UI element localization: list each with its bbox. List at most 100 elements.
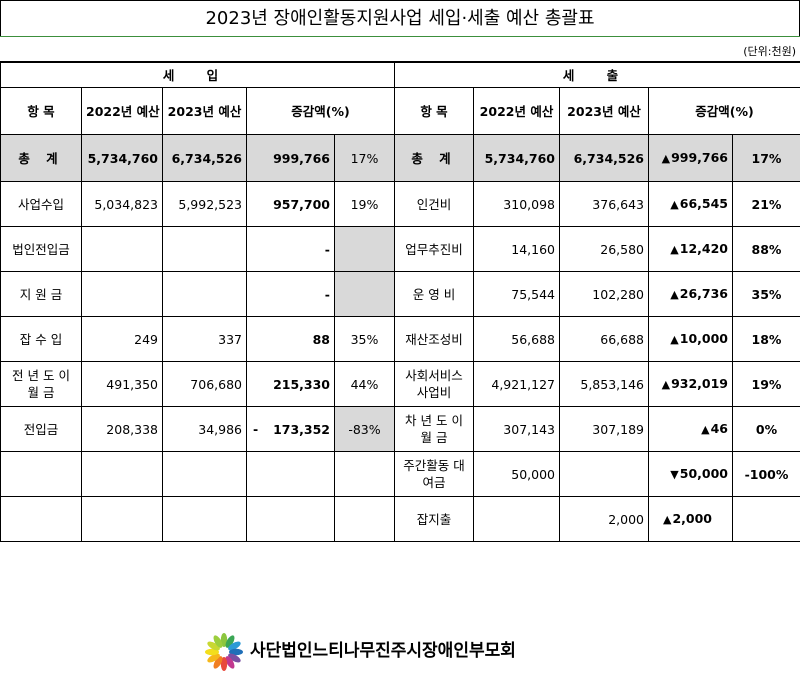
expense-row-pct: 0% (732, 406, 800, 452)
revenue-row-label: 사업수입 (0, 181, 82, 227)
expense-row-diff-value: 932,019 (671, 376, 728, 391)
expense-row-2022: 14,160 (473, 226, 560, 272)
revenue-row-pct: -83% (334, 406, 395, 452)
expense-row-pct: -100% (732, 451, 800, 497)
revenue-row-diff: 215,330 (246, 361, 335, 407)
revenue-row-2022 (81, 271, 163, 317)
down-arrow-icon: ▼ (670, 468, 679, 481)
expense-row-diff: ▲12,420 (648, 226, 733, 272)
revenue-row-label: 지 원 금 (0, 271, 82, 317)
revenue-header-2023: 2023년 예산 (162, 87, 247, 135)
pinwheel-leaf-logo-icon (205, 633, 243, 671)
expense-row-diff-value: 12,420 (679, 241, 728, 256)
expense-row-diff: ▲66,545 (648, 181, 733, 227)
revenue-row-2022: 208,338 (81, 406, 163, 452)
revenue-row-2023: 5,992,523 (162, 181, 247, 227)
expense-header-2022: 2022년 예산 (473, 87, 560, 135)
revenue-row-2022: 491,350 (81, 361, 163, 407)
up-arrow-icon: ▲ (663, 513, 672, 526)
revenue-header-2022: 2022년 예산 (81, 87, 163, 135)
revenue-row-diff (246, 451, 335, 497)
total-row: 총 계 5,734,760 6,734,526 999,766 17% 총 계 … (0, 134, 800, 182)
expense-row-2022: 50,000 (473, 451, 560, 497)
expense-row-diff-value: 46 (710, 421, 728, 436)
expense-row-label: 차 년 도 이 월 금 (394, 406, 474, 452)
expense-total-diff: ▲999,766 (648, 134, 733, 182)
revenue-row-label (0, 451, 82, 497)
expense-row-2022: 310,098 (473, 181, 560, 227)
expense-header-item: 항 목 (394, 87, 474, 135)
expense-header-2023: 2023년 예산 (559, 87, 649, 135)
revenue-row-pct (334, 451, 395, 497)
expense-row-label: 인건비 (394, 181, 474, 227)
expense-row-diff: ▲26,736 (648, 271, 733, 317)
up-arrow-icon: ▲ (670, 288, 679, 301)
revenue-row-2022 (81, 451, 163, 497)
expense-row-diff: ▼50,000 (648, 451, 733, 497)
up-arrow-icon: ▲ (670, 198, 679, 211)
expense-row-2022: 56,688 (473, 316, 560, 362)
expense-row-label: 재산조성비 (394, 316, 474, 362)
table-row: 잡지출 2,000 ▲2,000 (0, 496, 800, 542)
expense-row-diff-value: 50,000 (679, 466, 728, 481)
expense-row-2023: 5,853,146 (559, 361, 649, 407)
revenue-row-label: 전 년 도 이 월 금 (0, 361, 82, 407)
revenue-row-2023 (162, 451, 247, 497)
expense-section-title: 세 출 (394, 62, 800, 88)
revenue-row-label: 전입금 (0, 406, 82, 452)
page-title: 2023년 장애인활동지원사업 세입·세출 예산 총괄표 (0, 0, 800, 36)
expense-row-pct: 35% (732, 271, 800, 317)
expense-row-label: 주간활동 대여금 (394, 451, 474, 497)
revenue-row-diff: 957,700 (246, 181, 335, 227)
expense-total-diff-value: 999,766 (671, 150, 728, 165)
revenue-row-diff: 88 (246, 316, 335, 362)
expense-row-2023: 376,643 (559, 181, 649, 227)
revenue-row-label: 법인전입금 (0, 226, 82, 272)
expense-row-label: 운 영 비 (394, 271, 474, 317)
expense-row-2022: 307,143 (473, 406, 560, 452)
revenue-header-change: 증감액(%) (246, 87, 395, 135)
expense-total-2023: 6,734,526 (559, 134, 649, 182)
expense-row-diff-value: 10,000 (679, 331, 728, 346)
expense-total-label: 총 계 (394, 134, 474, 182)
revenue-row-2022: 5,034,823 (81, 181, 163, 227)
revenue-row-2023: 337 (162, 316, 247, 362)
revenue-total-label: 총 계 (0, 134, 82, 182)
unit-row: (단위:천원) (0, 36, 800, 62)
revenue-row-pct: 19% (334, 181, 395, 227)
revenue-total-2022: 5,734,760 (81, 134, 163, 182)
section-header-row: 세 입 세 출 (0, 62, 800, 88)
budget-summary-table: 세 입 세 출 항 목 2022년 예산 2023년 예산 증감액(%) 항 목… (0, 62, 800, 542)
expense-row-diff: ▲932,019 (648, 361, 733, 407)
revenue-row-pct (334, 496, 395, 542)
table-row: 지 원 금 - 운 영 비 75,544 102,280 ▲26,736 35% (0, 271, 800, 317)
table-row: 주간활동 대여금 50,000 ▼50,000 -100% (0, 451, 800, 497)
expense-row-2022: 4,921,127 (473, 361, 560, 407)
expense-row-pct: 21% (732, 181, 800, 227)
expense-row-2023: 26,580 (559, 226, 649, 272)
expense-row-2023: 2,000 (559, 496, 649, 542)
revenue-row-pct: 44% (334, 361, 395, 407)
expense-row-label: 잡지출 (394, 496, 474, 542)
up-arrow-icon: ▲ (670, 333, 679, 346)
expense-row-label: 사회서비스 사업비 (394, 361, 474, 407)
revenue-row-diff: -173,352 (246, 406, 335, 452)
revenue-row-diff (246, 496, 335, 542)
unit-label: (단위:천원) (743, 45, 796, 58)
expense-total-2022: 5,734,760 (473, 134, 560, 182)
expense-row-diff-value: 2,000 (672, 511, 713, 526)
expense-row-pct: 88% (732, 226, 800, 272)
up-arrow-icon: ▲ (661, 378, 671, 391)
expense-row-diff: ▲2,000 (648, 496, 733, 542)
revenue-section-title: 세 입 (0, 62, 395, 88)
table-row: 전입금 208,338 34,986 -173,352 -83% 차 년 도 이… (0, 406, 800, 452)
expense-row-pct (732, 496, 800, 542)
expense-row-diff: ▲46 (648, 406, 733, 452)
revenue-row-label: 잡 수 입 (0, 316, 82, 362)
expense-row-pct: 19% (732, 361, 800, 407)
expense-header-change: 증감액(%) (648, 87, 800, 135)
revenue-row-diff-value: 173,352 (273, 421, 330, 437)
expense-row-2022 (473, 496, 560, 542)
revenue-row-pct: 35% (334, 316, 395, 362)
table-row: 잡 수 입 249 337 88 35% 재산조성비 56,688 66,688… (0, 316, 800, 362)
